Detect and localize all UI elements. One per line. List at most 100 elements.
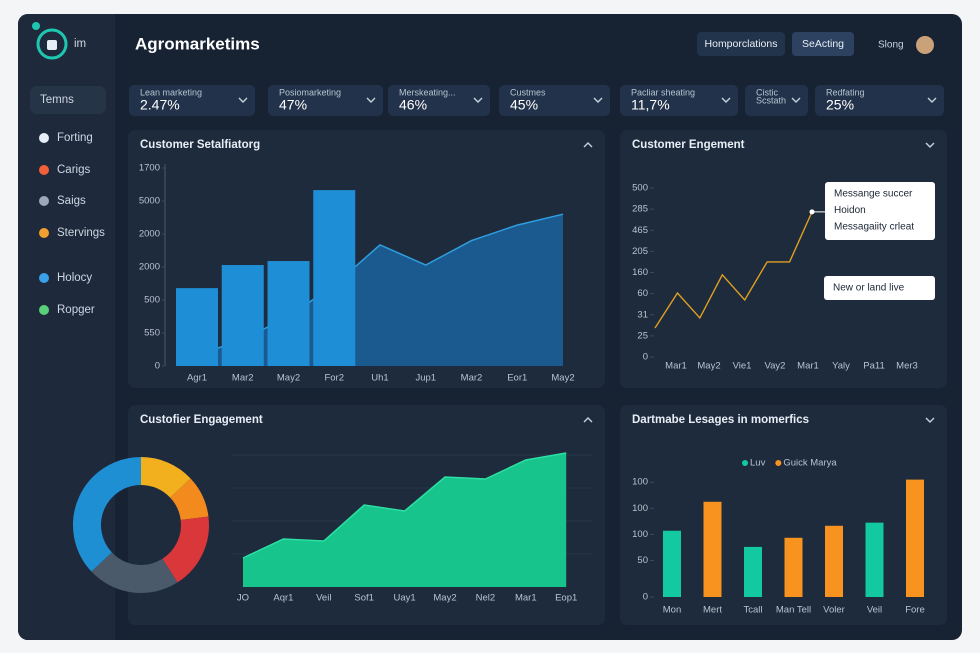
x-tick-label: Man Tell <box>776 605 811 616</box>
kpi-value: 46% <box>399 97 427 113</box>
y-tick-label: 500 <box>632 183 648 194</box>
bar <box>906 479 924 597</box>
x-tick-label: Mar1 <box>665 361 687 372</box>
kpi-label: Cistic <box>756 87 778 97</box>
y-tick-label: 2000 <box>139 262 160 273</box>
panel-title: Custofier Engagement <box>140 414 263 426</box>
kpi-chevron <box>366 97 376 103</box>
legend-label: Guick Marya <box>783 458 837 469</box>
bar <box>865 522 884 597</box>
kpi-card[interactable] <box>815 85 944 116</box>
donut-segment <box>140 457 191 499</box>
x-tick-label: Mar2 <box>461 373 483 384</box>
x-tick-label: May2 <box>551 373 574 384</box>
kpi-value: 2.47% <box>140 97 180 113</box>
nav-item[interactable]: Ropger <box>57 304 95 316</box>
kpi-label: Scstath <box>756 95 786 105</box>
x-tick-label: Vie1 <box>733 361 752 372</box>
nav-icon <box>39 165 49 175</box>
kpi-value: 47% <box>279 97 307 113</box>
header-button[interactable] <box>792 32 854 56</box>
y-tick-label: 465 <box>632 225 648 236</box>
button-label[interactable]: Homporclations <box>705 38 778 50</box>
avatar[interactable] <box>916 36 934 54</box>
kpi-chevron <box>473 97 483 103</box>
y-tick-label: 0 <box>643 352 648 363</box>
x-tick-label: Sof1 <box>354 593 374 604</box>
kpi-chevron <box>238 97 248 103</box>
bar <box>703 501 722 597</box>
kpi-card[interactable] <box>388 85 490 116</box>
collapse-icon[interactable] <box>925 417 935 423</box>
kpi-card[interactable] <box>620 85 738 116</box>
kpi-label: Pacliar sheating <box>631 87 695 97</box>
panel-title: Customer Engement <box>632 139 745 151</box>
kpi-chevron <box>721 97 731 103</box>
kpi-label: Lean marketing <box>140 87 202 97</box>
legend-swatch <box>742 460 748 466</box>
donut-segment <box>169 478 209 521</box>
annotation-box <box>824 276 935 300</box>
y-tick-label: 25 <box>637 330 648 341</box>
app-title: Agromarketims <box>135 34 260 53</box>
donut-segment <box>91 551 178 593</box>
kpi-label: Posiomarketing <box>279 87 341 97</box>
annotation-text: Messange succer <box>834 189 913 200</box>
bar <box>221 265 264 366</box>
collapse-icon[interactable] <box>583 142 593 148</box>
kpi-card[interactable] <box>499 85 610 116</box>
bar <box>744 546 762 597</box>
x-tick-label: May2 <box>277 373 300 384</box>
x-tick-label: Aqr1 <box>273 593 293 604</box>
kpi-card[interactable] <box>745 85 808 116</box>
x-tick-label: Agr1 <box>187 373 207 384</box>
nav-item[interactable]: Saigs <box>57 195 86 207</box>
line <box>654 211 813 329</box>
panel-title: Customer Setalfiatorg <box>140 139 260 151</box>
kpi-label: Redfating <box>826 87 865 97</box>
legend-swatch <box>775 460 782 466</box>
nav-item[interactable]: Stervings <box>57 227 105 239</box>
button-label[interactable]: SeActing <box>802 38 844 50</box>
y-tick-label: 0 <box>643 592 648 603</box>
collapse-icon[interactable] <box>583 417 593 423</box>
x-tick-label: Pa11 <box>863 361 884 372</box>
header-button[interactable] <box>697 32 785 56</box>
nav-item[interactable]: Holocy <box>57 272 92 284</box>
nav-item[interactable]: Temns <box>40 94 74 106</box>
nav-item[interactable]: Carigs <box>57 164 90 176</box>
annotation-text: Messagaiity crleat <box>834 222 914 233</box>
x-tick-label: Uh1 <box>371 373 388 384</box>
panel <box>620 405 947 625</box>
kpi-value: 45% <box>510 97 538 113</box>
nav-item[interactable]: Forting <box>57 132 93 144</box>
nav-icon <box>39 273 49 283</box>
logo-mark <box>47 40 57 50</box>
x-tick-label: Eor1 <box>507 373 527 384</box>
kpi-chevron <box>593 97 603 103</box>
nav-icon <box>39 305 49 315</box>
y-tick-label: 100 <box>632 503 648 514</box>
y-tick-label: 285 <box>632 204 648 215</box>
area-line <box>242 452 567 559</box>
panel <box>620 130 947 388</box>
kpi-value: 11,7% <box>631 97 670 113</box>
annotation-text: New or land live <box>833 283 905 294</box>
x-tick-label: Veil <box>316 593 331 604</box>
nav-icon <box>39 228 49 238</box>
donut-segment <box>161 516 209 583</box>
sidebar-edge <box>105 14 115 640</box>
x-tick-label: Yaly <box>832 361 850 372</box>
x-tick-label: Mar1 <box>797 361 819 372</box>
logo-dot <box>32 22 40 30</box>
kpi-card[interactable] <box>129 85 255 116</box>
kpi-card[interactable] <box>268 85 383 116</box>
nav-active[interactable] <box>30 86 106 114</box>
x-tick-label: Mer3 <box>896 361 918 372</box>
collapse-icon[interactable] <box>925 142 935 148</box>
x-tick-label: Jup1 <box>415 373 436 384</box>
legend-label: Luv <box>750 458 766 469</box>
kpi-chevron <box>791 97 801 103</box>
bar <box>267 261 310 366</box>
x-tick-label: Mar2 <box>232 373 254 384</box>
